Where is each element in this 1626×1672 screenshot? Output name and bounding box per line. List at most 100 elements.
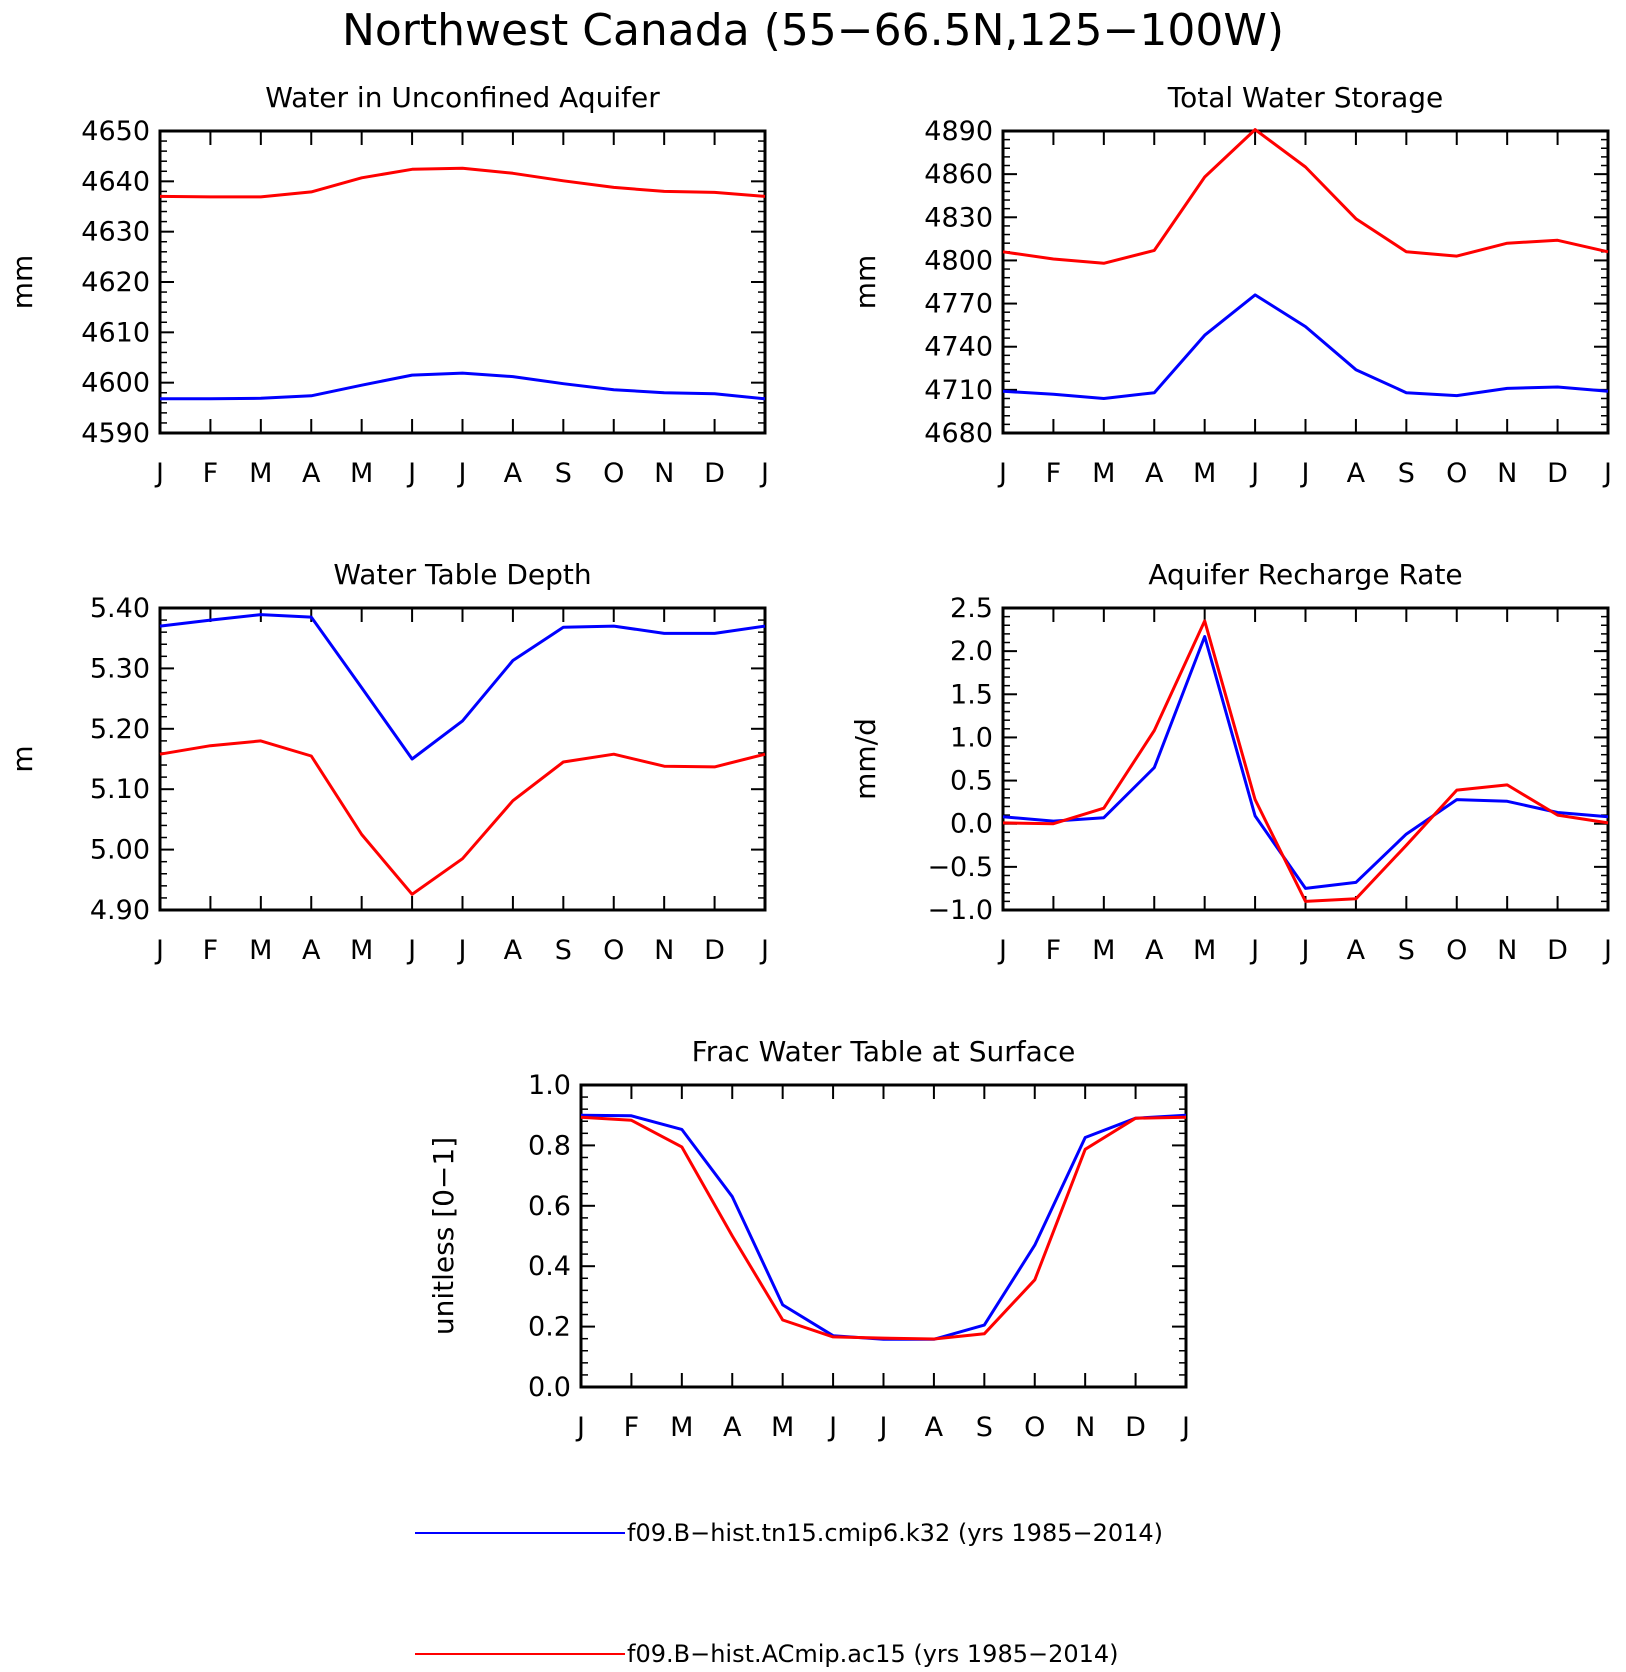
x-tick-label: F [203, 935, 219, 966]
x-tick-label: A [1347, 458, 1366, 489]
x-tick-label: S [1398, 458, 1415, 489]
y-axis-label: mm [6, 255, 39, 310]
y-tick-label: 4740 [924, 332, 993, 363]
y-tick-label: 4600 [81, 368, 150, 399]
x-tick-label: N [654, 458, 674, 489]
y-tick-label: 4800 [924, 245, 993, 276]
x-tick-label: A [1347, 935, 1366, 966]
series-line-red [1002, 619, 1609, 903]
y-tick-label: 4680 [924, 418, 993, 449]
y-tick-label: 1.5 [950, 679, 993, 710]
panel-title: Aquifer Recharge Rate [1148, 558, 1462, 591]
y-tick-label: 5.40 [90, 593, 150, 624]
x-tick-label: O [1024, 1412, 1045, 1443]
x-tick-label: O [603, 458, 624, 489]
y-tick-label: 0.6 [528, 1191, 571, 1222]
x-tick-label: N [1497, 458, 1517, 489]
y-tick-label: 0.5 [950, 766, 993, 797]
x-tick-label: J [1249, 935, 1259, 966]
x-tick-label: M [1193, 458, 1216, 489]
series-line-blue [1002, 635, 1609, 890]
y-tick-label: 4860 [924, 159, 993, 190]
panel-3: Water Table Depth m 4.90 5.00 5.10 5.20 5.30 5.… [6, 558, 769, 966]
x-tick-label: O [1446, 935, 1467, 966]
y-tick-label: 4710 [924, 375, 993, 406]
panel-title: Water in Unconfined Aquifer [265, 81, 660, 114]
x-tick-label: J [1602, 458, 1612, 489]
x-tick-label: A [302, 458, 321, 489]
y-tick-label: 1.0 [528, 1070, 571, 1101]
x-tick-label: J [406, 458, 416, 489]
y-tick-label: 4830 [924, 202, 993, 233]
panel-1: Water in Unconfined Aquifer mm 4590 4600 461… [6, 81, 769, 489]
x-tick-label: S [976, 1412, 993, 1443]
x-tick-label: J [878, 1412, 888, 1443]
x-tick-label: J [997, 458, 1007, 489]
figure-title: Northwest Canada (55−66.5N,125−100W) [342, 5, 1284, 56]
x-tick-label: J [1300, 458, 1310, 489]
x-tick-label: N [654, 935, 674, 966]
x-tick-label: J [1249, 458, 1259, 489]
y-tick-label: 5.30 [90, 653, 150, 684]
y-tick-label: 5.20 [90, 714, 150, 745]
y-tick-label: 4640 [81, 166, 150, 197]
x-tick-label: S [555, 458, 572, 489]
x-tick-label: J [575, 1412, 585, 1443]
panel-4: Aquifer Recharge Rate mm/d −1.0 −0.5 0.0 0.5 1… [849, 558, 1612, 966]
x-tick-label: J [1300, 935, 1310, 966]
panel-2: Total Water Storage mm 4680 4710 4740 4770 480… [849, 81, 1612, 489]
y-tick-label: 5.00 [90, 835, 150, 866]
y-tick-label: 2.0 [950, 636, 993, 667]
x-tick-label: J [457, 935, 467, 966]
series-line-blue [160, 371, 766, 401]
x-tick-label: M [670, 1412, 693, 1443]
x-tick-label: J [154, 458, 164, 489]
x-tick-label: N [1497, 935, 1517, 966]
y-tick-label: 2.5 [950, 593, 993, 624]
x-tick-label: A [1145, 458, 1164, 489]
series-line-red [159, 739, 766, 896]
x-tick-label: A [925, 1412, 944, 1443]
x-tick-label: O [1446, 458, 1467, 489]
y-tick-label: 1.0 [950, 722, 993, 753]
x-tick-label: D [1547, 458, 1568, 489]
y-tick-label: 0.2 [528, 1312, 571, 1343]
x-tick-label: M [350, 935, 373, 966]
series-line-red [159, 166, 766, 199]
y-tick-label: 4.90 [90, 895, 150, 926]
plot-frame [158, 129, 767, 435]
y-tick-label: 4630 [81, 217, 150, 248]
panel-title: Water Table Depth [333, 558, 591, 591]
x-tick-label: D [1547, 935, 1568, 966]
series-line-red [580, 1115, 1187, 1341]
y-tick-label: 4770 [924, 289, 993, 320]
x-tick-label: A [504, 458, 523, 489]
x-tick-label: J [1602, 935, 1612, 966]
y-tick-label: 5.10 [90, 774, 150, 805]
x-tick-label: J [759, 935, 769, 966]
plot-frame [1001, 606, 1610, 912]
x-tick-label: J [759, 458, 769, 489]
y-tick-label: 0.4 [528, 1251, 571, 1282]
y-tick-label: 0.0 [528, 1372, 571, 1403]
x-tick-label: M [1193, 935, 1216, 966]
series-line-red [1002, 128, 1609, 265]
x-tick-label: M [1092, 458, 1115, 489]
legend: f09.B−hist.tn15.cmip6.k32 (yrs 1985−2014… [415, 1519, 1163, 1668]
panel-title: Frac Water Table at Surface [692, 1035, 1076, 1068]
x-tick-label: J [406, 935, 416, 966]
x-tick-label: D [704, 935, 725, 966]
x-tick-label: J [997, 935, 1007, 966]
x-tick-label: M [1092, 935, 1115, 966]
y-tick-label: 4620 [81, 267, 150, 298]
plot-frame [579, 1083, 1188, 1389]
x-tick-label: A [723, 1412, 742, 1443]
x-tick-label: A [302, 935, 321, 966]
series-line-blue [159, 613, 766, 761]
y-tick-label: 4890 [924, 116, 993, 147]
x-tick-label: F [1046, 458, 1062, 489]
x-tick-label: A [1145, 935, 1164, 966]
y-tick-label: 4610 [81, 317, 150, 348]
panel-title: Total Water Storage [1167, 81, 1444, 114]
x-tick-label: F [203, 458, 219, 489]
